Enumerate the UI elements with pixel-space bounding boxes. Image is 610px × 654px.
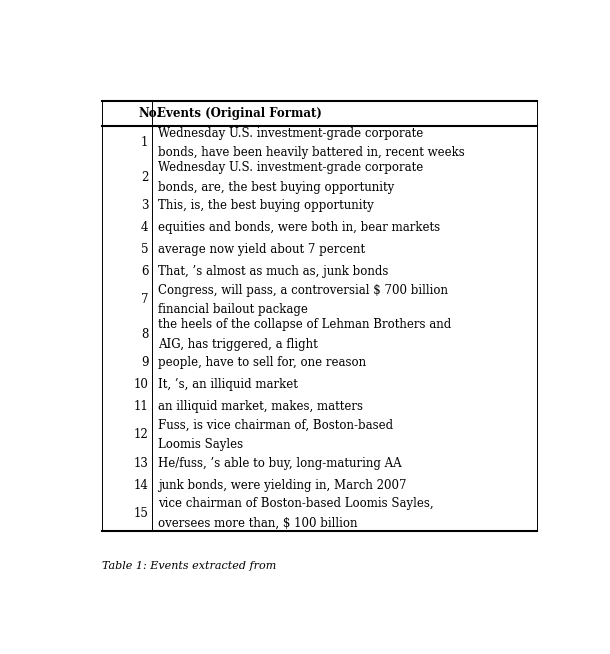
- Text: He/fuss, ’s able to buy, long-maturing AA: He/fuss, ’s able to buy, long-maturing A…: [158, 456, 401, 470]
- Text: oversees more than, $ 100 billion: oversees more than, $ 100 billion: [158, 517, 357, 530]
- Text: 1: 1: [141, 137, 148, 149]
- Text: 4: 4: [141, 221, 148, 234]
- Text: bonds, are, the best buying opportunity: bonds, are, the best buying opportunity: [158, 181, 394, 194]
- Text: Wednesday U.S. investment-grade corporate: Wednesday U.S. investment-grade corporat…: [158, 162, 423, 175]
- Text: 2: 2: [141, 171, 148, 184]
- Text: Fuss, is vice chairman of, Boston-based: Fuss, is vice chairman of, Boston-based: [158, 419, 393, 432]
- Text: 7: 7: [141, 294, 148, 306]
- Text: Congress, will pass, a controversial $ 700 billion: Congress, will pass, a controversial $ 7…: [158, 284, 448, 297]
- Text: Table 1: Events extracted from: Table 1: Events extracted from: [102, 561, 276, 571]
- Text: 9: 9: [141, 356, 148, 370]
- Text: 12: 12: [134, 428, 148, 441]
- Text: 3: 3: [141, 199, 148, 213]
- Text: 15: 15: [134, 507, 148, 520]
- Text: financial bailout package: financial bailout package: [158, 303, 308, 316]
- Text: 8: 8: [141, 328, 148, 341]
- Text: vice chairman of Boston-based Loomis Sayles,: vice chairman of Boston-based Loomis Say…: [158, 497, 434, 510]
- Text: bonds, have been heavily battered in, recent weeks: bonds, have been heavily battered in, re…: [158, 146, 465, 159]
- Text: an illiquid market, makes, matters: an illiquid market, makes, matters: [158, 400, 363, 413]
- Text: the heels of the collapse of Lehman Brothers and: the heels of the collapse of Lehman Brot…: [158, 318, 451, 332]
- Text: 5: 5: [141, 243, 148, 256]
- Text: Wednesday U.S. investment-grade corporate: Wednesday U.S. investment-grade corporat…: [158, 127, 423, 140]
- Text: Events (Original Format): Events (Original Format): [157, 107, 322, 120]
- Text: 10: 10: [134, 378, 148, 391]
- Text: junk bonds, were yielding in, March 2007: junk bonds, were yielding in, March 2007: [158, 479, 406, 492]
- Text: people, have to sell for, one reason: people, have to sell for, one reason: [158, 356, 366, 370]
- Text: 11: 11: [134, 400, 148, 413]
- Text: Loomis Sayles: Loomis Sayles: [158, 438, 243, 451]
- Text: equities and bonds, were both in, bear markets: equities and bonds, were both in, bear m…: [158, 221, 440, 234]
- Text: 14: 14: [134, 479, 148, 492]
- Text: 6: 6: [141, 265, 148, 278]
- Text: This, is, the best buying opportunity: This, is, the best buying opportunity: [158, 199, 374, 213]
- Text: No.: No.: [138, 107, 161, 120]
- Text: It, ’s, an illiquid market: It, ’s, an illiquid market: [158, 378, 298, 391]
- Text: 13: 13: [134, 456, 148, 470]
- Text: average now yield about 7 percent: average now yield about 7 percent: [158, 243, 365, 256]
- Text: That, ’s almost as much as, junk bonds: That, ’s almost as much as, junk bonds: [158, 265, 389, 278]
- Text: AIG, has triggered, a flight: AIG, has triggered, a flight: [158, 337, 318, 351]
